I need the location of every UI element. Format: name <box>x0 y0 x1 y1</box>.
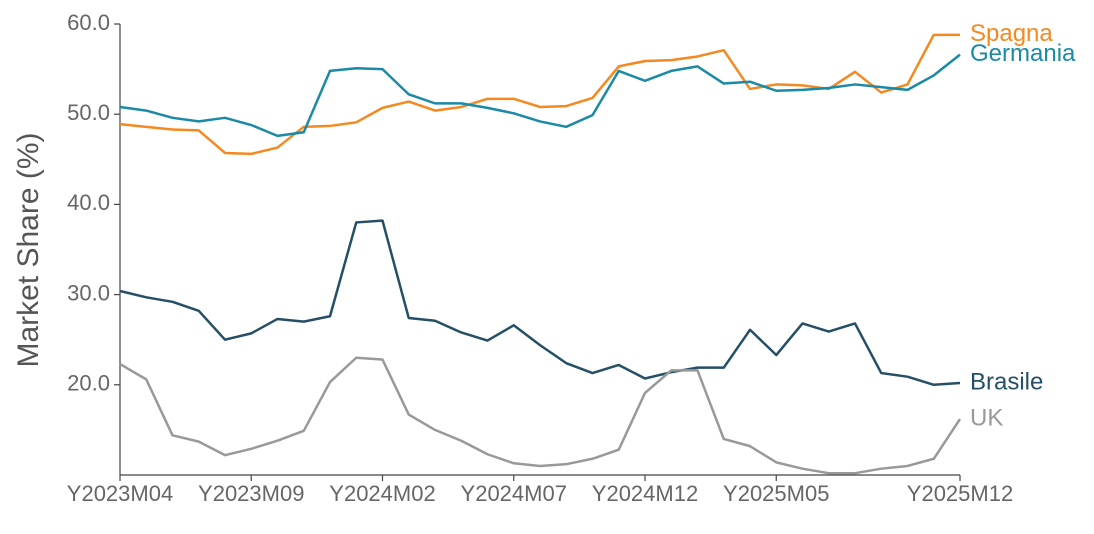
x-tick-label: Y2023M04 <box>67 481 173 506</box>
x-tick-label: Y2024M02 <box>329 481 435 506</box>
legend-label: Germania <box>970 40 1076 67</box>
x-tick-label: Y2025M05 <box>723 481 829 506</box>
x-tick-label: Y2025M12 <box>907 481 1013 506</box>
legend-label: Spagna <box>970 20 1053 47</box>
series-line <box>119 53 961 138</box>
series-line <box>119 356 962 475</box>
series-line <box>119 33 960 156</box>
x-tick-label: Y2024M07 <box>461 481 567 506</box>
legend-label: UK <box>970 404 1003 431</box>
x-tick-label: Y2024M12 <box>592 481 698 506</box>
y-tick-label: 50.0 <box>67 100 110 125</box>
y-tick-label: 20.0 <box>67 371 110 396</box>
y-tick-label: 30.0 <box>67 280 110 305</box>
x-tick-label: Y2023M09 <box>198 481 304 506</box>
legend-label: Brasile <box>970 368 1043 395</box>
series-line <box>119 219 961 387</box>
y-tick-label: 40.0 <box>67 190 110 215</box>
y-tick-label: 60.0 <box>67 10 110 35</box>
y-axis-label: Market Share (%) <box>12 132 45 367</box>
